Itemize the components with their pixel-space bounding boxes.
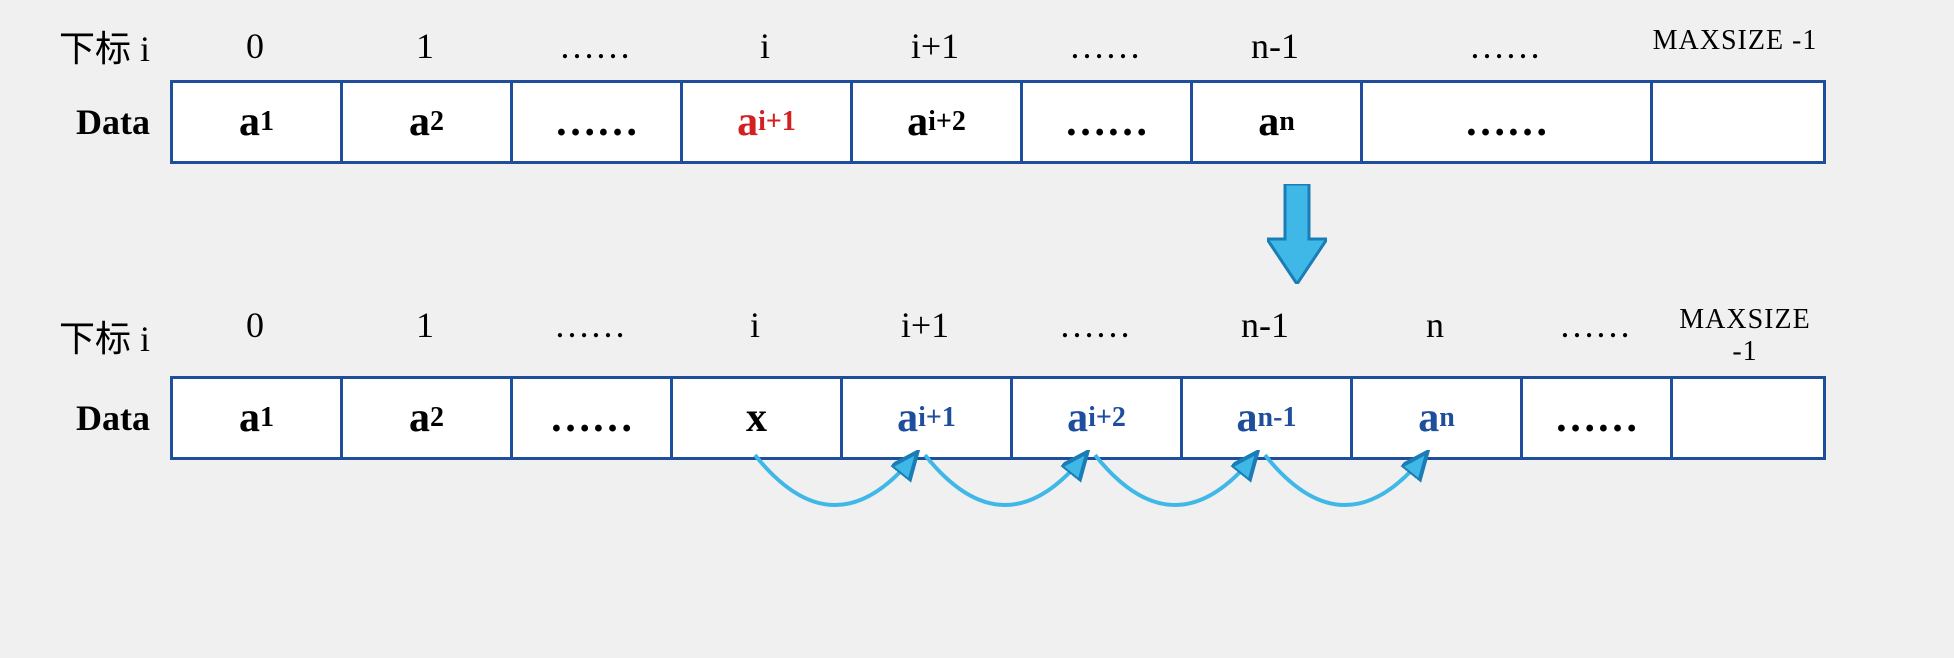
bottom-index-row: 下标 i 01……ii+1……n-1n……MAXSIZE -1 bbox=[30, 304, 1924, 368]
index-cell: 0 bbox=[170, 304, 340, 368]
array-cell: a2 bbox=[343, 379, 513, 457]
array-cell: …… bbox=[1523, 379, 1673, 457]
top-data-row: Data a1a2……ai+1ai+2……an…… bbox=[30, 80, 1924, 164]
down-arrow-icon bbox=[1267, 184, 1327, 284]
array-cell: an-1 bbox=[1183, 379, 1353, 457]
bottom-data-row: Data a1a2……xai+1ai+2an-1an…… bbox=[30, 376, 1924, 460]
array-cell: …… bbox=[513, 379, 673, 457]
array-cell: an bbox=[1193, 83, 1363, 161]
index-cell: …… bbox=[510, 304, 670, 368]
array-cell: an bbox=[1353, 379, 1523, 457]
array-cell: a1 bbox=[173, 379, 343, 457]
index-cell: MAXSIZE -1 bbox=[1650, 25, 1820, 67]
index-cell: i bbox=[670, 304, 840, 368]
array-cell: ai+1 bbox=[683, 83, 853, 161]
array-cell: …… bbox=[1023, 83, 1193, 161]
index-cell: MAXSIZE -1 bbox=[1670, 304, 1820, 368]
index-cell: …… bbox=[1360, 25, 1650, 67]
array-cell: …… bbox=[513, 83, 683, 161]
index-cell: i bbox=[680, 25, 850, 67]
index-cell: 1 bbox=[340, 25, 510, 67]
top-array-table: a1a2……ai+1ai+2……an…… bbox=[170, 80, 1826, 164]
index-label-top: 下标 i bbox=[30, 20, 170, 72]
array-cell bbox=[1653, 83, 1823, 161]
index-cell: …… bbox=[1520, 304, 1670, 368]
array-cell: …… bbox=[1363, 83, 1653, 161]
index-cell: …… bbox=[1010, 304, 1180, 368]
index-cell: …… bbox=[510, 25, 680, 67]
array-cell: ai+1 bbox=[843, 379, 1013, 457]
array-cell bbox=[1673, 379, 1823, 457]
index-cell: n bbox=[1350, 304, 1520, 368]
shift-curves-row bbox=[30, 450, 1924, 520]
data-label-top: Data bbox=[30, 101, 170, 143]
index-cell: 0 bbox=[170, 25, 340, 67]
array-cell: ai+2 bbox=[853, 83, 1023, 161]
index-cell: 1 bbox=[340, 304, 510, 368]
array-cell: a2 bbox=[343, 83, 513, 161]
index-label-bottom: 下标 i bbox=[30, 310, 170, 362]
array-cell: a1 bbox=[173, 83, 343, 161]
index-cell: …… bbox=[1020, 25, 1190, 67]
index-cell: i+1 bbox=[840, 304, 1010, 368]
index-cell: i+1 bbox=[850, 25, 1020, 67]
shift-arrows-icon bbox=[670, 450, 1570, 520]
bottom-array-table: a1a2……xai+1ai+2an-1an…… bbox=[170, 376, 1826, 460]
index-cell: n-1 bbox=[1180, 304, 1350, 368]
index-cell: n-1 bbox=[1190, 25, 1360, 67]
array-cell: ai+2 bbox=[1013, 379, 1183, 457]
data-label-bottom: Data bbox=[30, 397, 170, 439]
top-index-row: 下标 i 01……ii+1……n-1……MAXSIZE -1 bbox=[30, 20, 1924, 72]
array-cell: x bbox=[673, 379, 843, 457]
insert-arrow-container bbox=[30, 184, 1924, 284]
